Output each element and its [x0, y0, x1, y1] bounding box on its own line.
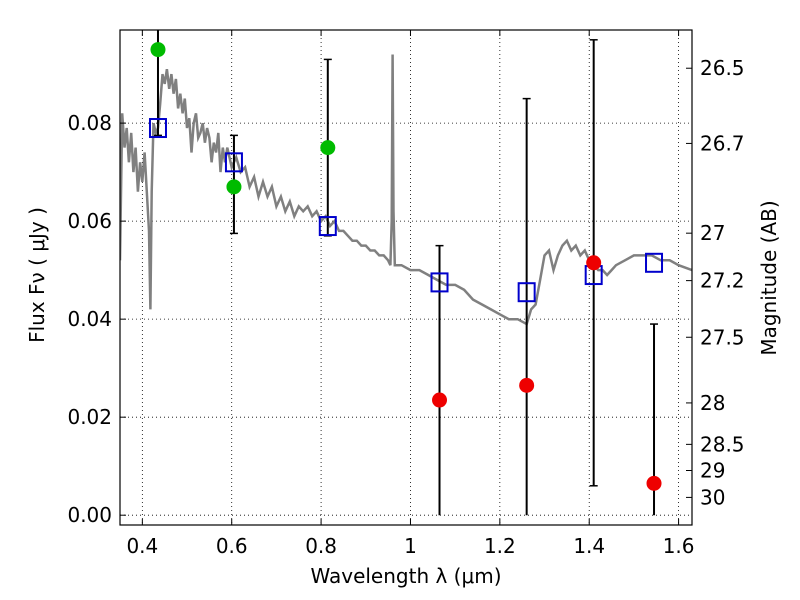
mag-tick-label: 27.2: [700, 269, 745, 293]
axes: 0.4 0.6 0.8 1 1.2 1.4 1.6 0.00 0.02 0.04 0.06 0.08 2…: [67, 30, 745, 558]
spectrum-line: [120, 54, 692, 326]
model-photometry-square: [224, 152, 243, 173]
nondetection-point: [519, 377, 535, 393]
mag-tick-label: 30: [700, 485, 725, 509]
x-tick-label: 1.4: [573, 534, 605, 558]
detection-point: [320, 140, 336, 156]
detection-point: [150, 42, 166, 58]
y-tick-label: 0.02: [67, 405, 112, 429]
y-axis-label: Flux Fν ( μJy ): [25, 207, 49, 343]
mag-tick-label: 26.5: [700, 56, 745, 80]
mag-tick-label: 28: [700, 391, 725, 415]
x-tick-label: 0.6: [216, 534, 248, 558]
x-axis-label: Wavelength λ (μm): [310, 564, 501, 588]
model-photometry-square: [430, 272, 449, 293]
mag-tick-label: 29: [700, 459, 725, 483]
model-photometry-square: [318, 216, 337, 237]
y-tick-label: 0.04: [67, 307, 112, 331]
x-tick-label: 1: [404, 534, 417, 558]
model-photometry-square: [517, 282, 536, 303]
plot-frame: [119, 29, 693, 526]
mag-tick-label: 27.5: [700, 325, 745, 349]
y-tick-label: 0.00: [67, 503, 112, 527]
right-axis-label: Magnitude (AB): [757, 200, 781, 355]
mag-tick-label: 28.5: [700, 432, 745, 456]
x-tick-label: 0.8: [305, 534, 337, 558]
mag-tick-label: 27: [700, 221, 725, 245]
nondetection-point: [432, 392, 448, 408]
model-photometry-square: [645, 252, 664, 273]
y-tick-label: 0.06: [67, 209, 112, 233]
y-tick-label: 0.08: [67, 111, 112, 135]
x-tick-label: 1.2: [484, 534, 516, 558]
mag-tick-label: 26.7: [700, 131, 745, 155]
plot-area: [120, 30, 692, 516]
nondetection-point: [646, 475, 662, 491]
x-tick-label: 1.6: [663, 534, 695, 558]
grid: [120, 30, 692, 525]
x-tick-label: 0.4: [126, 534, 158, 558]
nondetection-point: [586, 255, 602, 271]
detection-point: [226, 179, 242, 195]
model-photometry-square: [148, 118, 167, 139]
